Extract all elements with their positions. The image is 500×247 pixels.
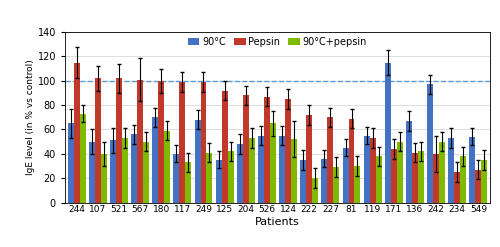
Bar: [470, 137, 476, 203]
Bar: [448, 138, 454, 203]
Bar: [412, 153, 418, 203]
Bar: [364, 136, 370, 203]
Bar: [222, 91, 228, 203]
Bar: [433, 154, 439, 203]
Bar: [370, 138, 376, 203]
Bar: [95, 78, 100, 203]
Bar: [270, 124, 276, 203]
Bar: [476, 170, 482, 203]
Bar: [180, 82, 186, 203]
Bar: [418, 151, 424, 203]
Bar: [137, 80, 143, 203]
Bar: [397, 142, 402, 203]
Bar: [391, 149, 397, 203]
Bar: [460, 156, 466, 203]
Bar: [186, 162, 191, 203]
Bar: [200, 82, 206, 203]
Legend: 90°C, Pepsin, 90°C+pepsin: 90°C, Pepsin, 90°C+pepsin: [188, 37, 367, 47]
Bar: [158, 81, 164, 203]
Bar: [89, 142, 95, 203]
Bar: [427, 84, 433, 203]
Bar: [264, 97, 270, 203]
Bar: [348, 119, 354, 203]
Y-axis label: IgE level (in % vs control): IgE level (in % vs control): [26, 60, 35, 175]
Bar: [439, 142, 445, 203]
Bar: [68, 124, 73, 203]
Bar: [194, 120, 200, 203]
Bar: [328, 117, 334, 203]
Bar: [143, 142, 149, 203]
Bar: [322, 159, 328, 203]
Bar: [216, 160, 222, 203]
Bar: [354, 166, 360, 203]
Bar: [100, 154, 106, 203]
Bar: [342, 148, 348, 203]
Bar: [152, 117, 158, 203]
Bar: [243, 95, 248, 203]
Bar: [376, 156, 382, 203]
Bar: [454, 172, 460, 203]
Bar: [131, 134, 137, 203]
Bar: [74, 62, 80, 203]
Bar: [110, 141, 116, 203]
Bar: [116, 78, 122, 203]
Bar: [164, 131, 170, 203]
X-axis label: Patients: Patients: [255, 217, 300, 227]
Bar: [291, 139, 297, 203]
Bar: [334, 167, 339, 203]
Bar: [300, 160, 306, 203]
Bar: [306, 115, 312, 203]
Bar: [228, 151, 234, 203]
Bar: [237, 144, 243, 203]
Bar: [248, 138, 254, 203]
Bar: [482, 160, 488, 203]
Bar: [406, 121, 412, 203]
Bar: [385, 62, 391, 203]
Bar: [312, 178, 318, 203]
Bar: [80, 114, 86, 203]
Bar: [279, 136, 285, 203]
Bar: [258, 136, 264, 203]
Bar: [206, 153, 212, 203]
Bar: [122, 138, 128, 203]
Bar: [174, 154, 180, 203]
Bar: [285, 99, 291, 203]
